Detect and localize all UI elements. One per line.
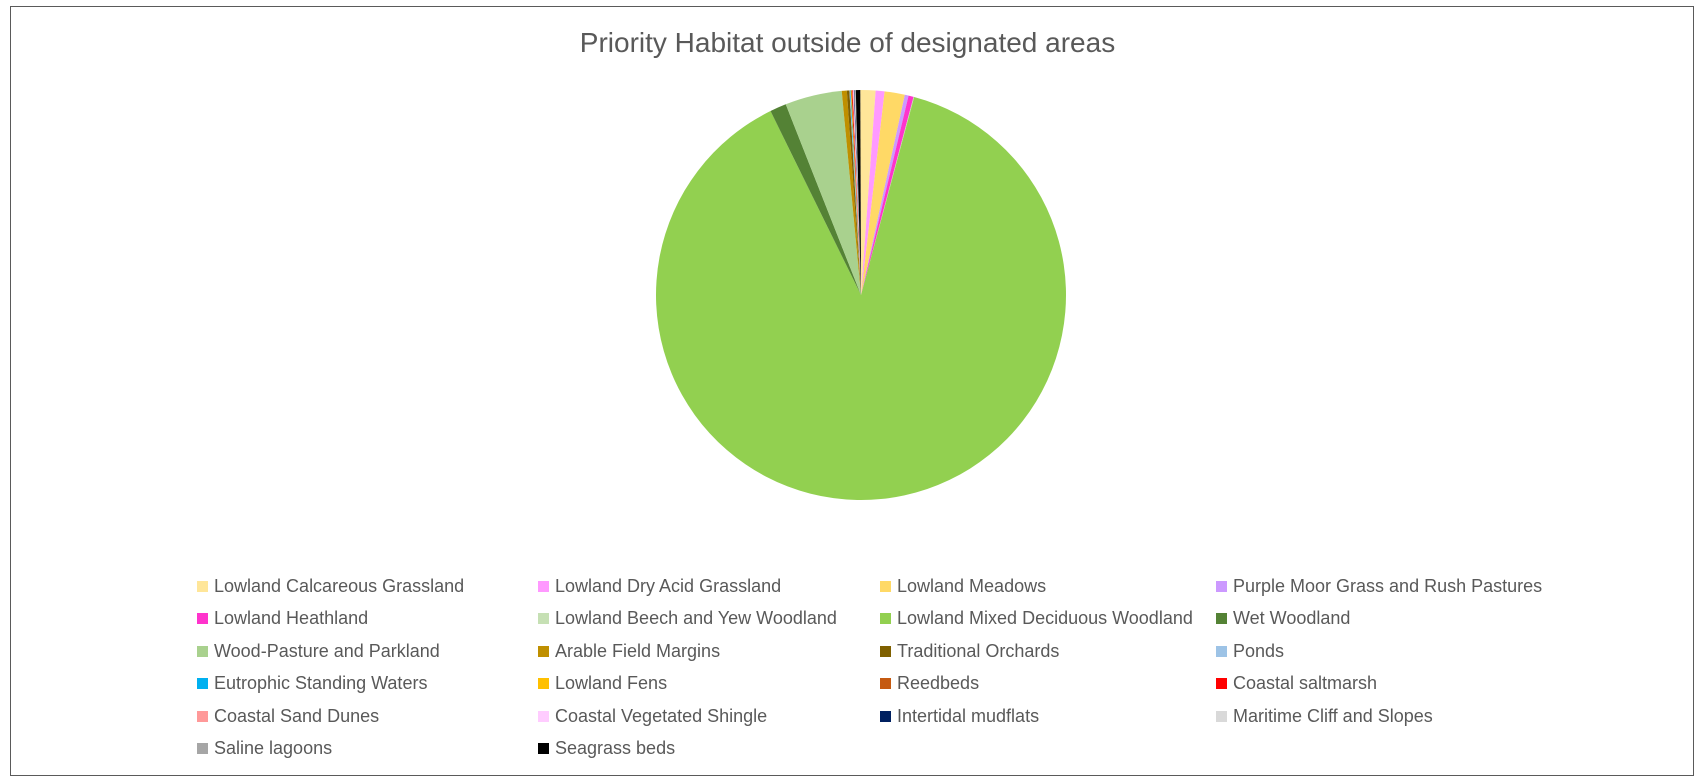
legend-label: Lowland Calcareous Grassland (214, 575, 465, 596)
pie-slice-lowland-meadows (861, 91, 905, 295)
legend-label: Wet Woodland (1233, 608, 1351, 628)
legend-item: Wet Woodland (1216, 607, 1350, 631)
legend-label: Traditional Orchards (897, 640, 1060, 661)
legend-swatch (197, 580, 208, 592)
legend-label: Wood-Pasture and Parkland (214, 640, 440, 661)
pie-slice-lowland-beech-and-yew-woodland (861, 96, 915, 296)
pie-slice-coastal-vegetated-shingle (853, 90, 861, 295)
legend-swatch (880, 580, 891, 592)
legend-item: Coastal Sand Dunes (197, 704, 379, 728)
legend-item: Purple Moor Grass and Rush Pastures (1216, 574, 1542, 598)
legend-item: Saline lagoons (197, 737, 332, 761)
pie-slice-wood-pasture-and-parkland (785, 90, 861, 295)
legend-item: Lowland Fens (538, 672, 667, 696)
legend-swatch (1216, 645, 1227, 657)
legend-label: Coastal Vegetated Shingle (555, 705, 768, 726)
legend-label: Eutrophic Standing Waters (214, 673, 428, 693)
legend-label: Lowland Meadows (897, 575, 1047, 596)
legend-item: Lowland Heathland (197, 607, 368, 631)
legend-swatch (880, 645, 891, 657)
legend-item: Lowland Meadows (880, 574, 1046, 598)
chart-title: Priority Habitat outside of designated a… (579, 27, 1116, 58)
pie-slice-coastal-saltmarsh (851, 90, 861, 295)
pie-slice-traditional-orchards (846, 90, 861, 296)
legend-label: Lowland Mixed Deciduous Woodland (897, 608, 1193, 628)
pie-slice-saline-lagoons (855, 90, 861, 295)
legend-swatch (197, 743, 208, 754)
legend-swatch (1216, 613, 1227, 624)
legend-item: Intertidal mudflats (880, 704, 1039, 728)
pie-slice-wet-woodland (770, 104, 861, 296)
legend-label: Lowland Fens (555, 673, 668, 693)
legend-swatch (197, 613, 208, 624)
legend-label: Reedbeds (897, 673, 980, 693)
pie-slice-reedbeds (851, 90, 861, 296)
pie-slice-intertidal-mudflats (853, 90, 861, 295)
pie-slice-lowland-heathland (861, 95, 914, 295)
legend-label: Coastal Sand Dunes (214, 705, 380, 726)
legend-item: Seagrass beds (538, 737, 675, 761)
pie-slice-lowland-mixed-deciduous-woodland (655, 97, 1066, 501)
legend-item: Arable Field Margins (538, 639, 720, 663)
legend-item: Lowland Calcareous Grassland (197, 574, 464, 598)
legend-item: Lowland Dry Acid Grassland (538, 574, 781, 598)
legend-label: Ponds (1233, 640, 1285, 661)
legend-swatch (1216, 678, 1227, 689)
legend-swatch (1216, 580, 1227, 592)
legend-item: Ponds (1216, 639, 1284, 663)
legend-label: Arable Field Margins (555, 640, 721, 661)
legend-label: Saline lagoons (214, 738, 333, 758)
legend-swatch (880, 710, 891, 722)
legend-swatch (1216, 710, 1227, 722)
legend-label: Lowland Dry Acid Grassland (555, 575, 782, 596)
legend-swatch (538, 580, 549, 592)
legend-swatch (880, 678, 891, 689)
legend-item: Lowland Beech and Yew Woodland (538, 607, 837, 631)
legend-label: Seagrass beds (555, 738, 676, 758)
pie-slice-eutrophic-standing-waters (850, 90, 861, 295)
legend-swatch (538, 678, 549, 689)
pie-chart (655, 90, 1066, 501)
pie-slice-seagrass-beds (855, 90, 861, 295)
legend-item: Wood-Pasture and Parkland (197, 639, 440, 663)
legend-label: Lowland Heathland (214, 608, 369, 628)
legend-label: Lowland Beech and Yew Woodland (555, 608, 837, 628)
legend-swatch (538, 743, 549, 754)
pie-slice-lowland-calcareous-grassland (860, 90, 876, 295)
legend-item: Maritime Cliff and Slopes (1216, 704, 1433, 728)
legend-item: Traditional Orchards (880, 639, 1059, 663)
legend-swatch (880, 613, 891, 624)
legend-item: Coastal Vegetated Shingle (538, 704, 767, 728)
legend-swatch (197, 678, 208, 689)
pie-slice-lowland-fens (850, 90, 861, 296)
legend-swatch (538, 613, 549, 624)
pie-slice-coastal-sand-dunes (852, 90, 861, 295)
legend-label: Coastal saltmarsh (1233, 673, 1378, 693)
legend-label: Purple Moor Grass and Rush Pastures (1233, 575, 1543, 596)
legend-item: Reedbeds (880, 672, 979, 696)
pie-slice-ponds (849, 90, 861, 296)
legend-swatch (197, 645, 208, 657)
legend-item: Eutrophic Standing Waters (197, 672, 427, 696)
legend-swatch (197, 710, 208, 722)
pie-slice-lowland-dry-acid-grassland (861, 90, 885, 295)
legend-item: Lowland Mixed Deciduous Woodland (880, 607, 1193, 631)
pie-slice-arable-field-margins (841, 90, 861, 295)
legend-swatch (538, 710, 549, 722)
legend-label: Maritime Cliff and Slopes (1233, 705, 1433, 726)
pie-slice-maritime-cliff-and-slopes (854, 90, 861, 295)
pie-slice-purple-moor-grass-and-rush-pastures (861, 94, 909, 296)
legend-swatch (538, 645, 549, 657)
legend-item: Coastal saltmarsh (1216, 672, 1377, 696)
legend-label: Intertidal mudflats (897, 705, 1040, 726)
